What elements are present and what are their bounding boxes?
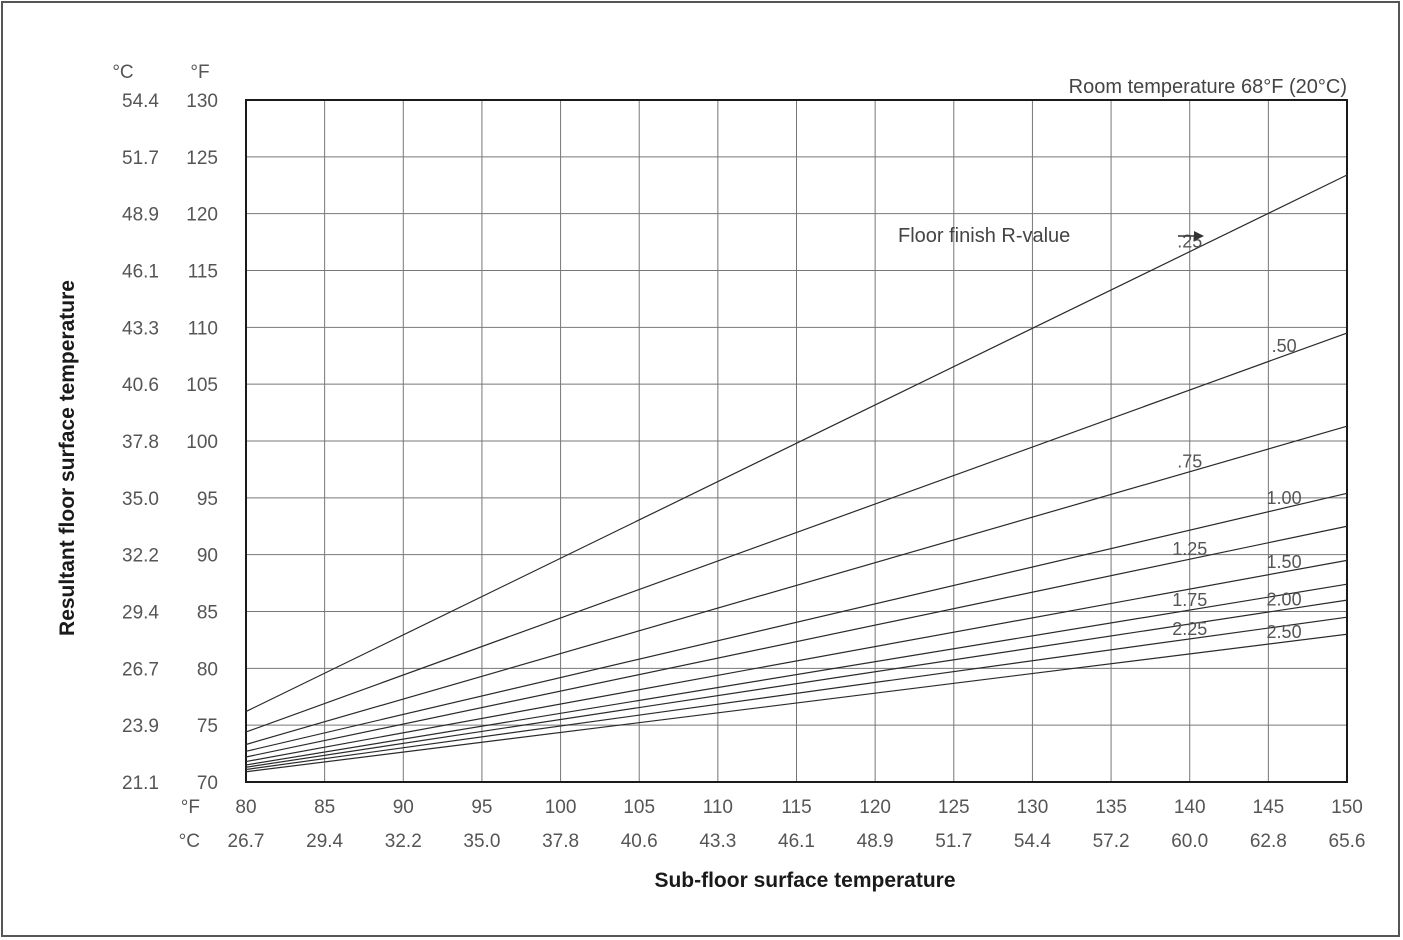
y-tick-label-celsius: 51.7 bbox=[122, 148, 159, 169]
legend-arrow bbox=[1178, 231, 1204, 241]
x-tick-label-fahrenheit: 140 bbox=[1174, 797, 1206, 818]
x-tick-label-fahrenheit: 90 bbox=[393, 797, 414, 818]
x-tick-label-fahrenheit: 110 bbox=[703, 797, 733, 818]
x-tick-label-fahrenheit: 85 bbox=[314, 797, 335, 818]
series-label: .75 bbox=[1177, 452, 1202, 472]
room-temperature-note: Room temperature 68°F (20°C) bbox=[1069, 76, 1347, 98]
x-unit-fahrenheit: °F bbox=[181, 797, 200, 818]
series-line bbox=[245, 616, 1348, 771]
x-tick-label-fahrenheit: 120 bbox=[859, 797, 891, 818]
x-tick-label-celsius: 62.8 bbox=[1250, 831, 1287, 852]
series-label: 2.50 bbox=[1267, 622, 1302, 642]
y-tick-label-fahrenheit: 120 bbox=[186, 205, 218, 226]
legend-title: Floor finish R-value bbox=[898, 225, 1070, 247]
x-tick-label-fahrenheit: 130 bbox=[1017, 797, 1049, 818]
series-label: 2.25 bbox=[1172, 619, 1207, 639]
y-tick-label-celsius: 37.8 bbox=[122, 432, 159, 453]
series-lines bbox=[245, 174, 1348, 773]
y-tick-label-celsius: 46.1 bbox=[122, 262, 159, 283]
x-tick-label-fahrenheit: 125 bbox=[938, 797, 970, 818]
x-tick-label-celsius: 65.6 bbox=[1329, 831, 1366, 852]
x-axis-title: Sub-floor surface temperature bbox=[654, 869, 955, 892]
y-axis-title: Resultant floor surface temperature bbox=[56, 280, 79, 636]
series-label: 2.00 bbox=[1267, 590, 1302, 610]
series-label: 1.25 bbox=[1172, 539, 1207, 559]
series-line bbox=[245, 559, 1348, 763]
x-tick-label-fahrenheit: 95 bbox=[471, 797, 492, 818]
y-tick-label-celsius: 32.2 bbox=[122, 546, 159, 567]
x-tick-label-celsius: 26.7 bbox=[228, 831, 265, 852]
series-label: .50 bbox=[1272, 336, 1297, 356]
plot-area bbox=[245, 99, 1348, 783]
y-tick-label-fahrenheit: 115 bbox=[188, 262, 218, 283]
x-tick-label-celsius: 29.4 bbox=[306, 831, 343, 852]
y-tick-label-fahrenheit: 125 bbox=[186, 148, 218, 169]
x-tick-label-fahrenheit: 115 bbox=[781, 797, 811, 818]
y-tick-label-fahrenheit: 110 bbox=[188, 318, 218, 339]
x-tick-label-fahrenheit: 135 bbox=[1095, 797, 1127, 818]
x-ticks-fahrenheit: 80 85 90 95 100 105 110 115 120 125 130 135 140 145 15… bbox=[235, 797, 1362, 818]
y-tick-label-fahrenheit: 105 bbox=[186, 375, 218, 396]
y-tick-label-fahrenheit: 90 bbox=[197, 546, 218, 567]
x-tick-label-fahrenheit: 105 bbox=[623, 797, 655, 818]
series-label: 1.00 bbox=[1267, 488, 1302, 508]
y-tick-label-fahrenheit: 80 bbox=[197, 659, 218, 680]
series-line bbox=[245, 633, 1348, 773]
y-tick-label-celsius: 54.4 bbox=[122, 91, 159, 112]
y-ticks-fahrenheit: 70 75 80 85 90 95 100 105 110 115 120 125 130 bbox=[186, 91, 218, 794]
y-tick-label-celsius: 35.0 bbox=[122, 489, 159, 510]
y-tick-label-celsius: 48.9 bbox=[122, 205, 159, 226]
y-ticks-celsius: 21.1 23.9 26.7 29.4 32.2 35.0 37.8 40.6 43.3 46.1… bbox=[122, 91, 159, 794]
x-tick-label-fahrenheit: 100 bbox=[545, 797, 577, 818]
x-tick-label-celsius: 46.1 bbox=[778, 831, 815, 852]
series-line bbox=[245, 425, 1348, 746]
y-tick-label-celsius: 40.6 bbox=[122, 375, 159, 396]
y-tick-label-fahrenheit: 130 bbox=[186, 91, 218, 112]
x-tick-label-celsius: 32.2 bbox=[385, 831, 422, 852]
x-tick-label-celsius: 43.3 bbox=[699, 831, 736, 852]
y-unit-celsius: °C bbox=[112, 62, 133, 83]
x-tick-label-fahrenheit: 80 bbox=[235, 797, 256, 818]
x-tick-label-celsius: 60.0 bbox=[1171, 831, 1208, 852]
x-tick-label-celsius: 37.8 bbox=[542, 831, 579, 852]
y-tick-label-celsius: 29.4 bbox=[122, 603, 159, 624]
y-tick-label-celsius: 23.9 bbox=[122, 716, 159, 737]
series-line bbox=[245, 525, 1348, 758]
x-tick-label-celsius: 35.0 bbox=[463, 831, 500, 852]
x-tick-label-celsius: 48.9 bbox=[857, 831, 894, 852]
y-tick-label-celsius: 43.3 bbox=[122, 318, 159, 339]
series-line bbox=[245, 332, 1348, 733]
series-label: 1.75 bbox=[1172, 590, 1207, 610]
y-tick-label-fahrenheit: 75 bbox=[197, 716, 218, 737]
series-line bbox=[245, 492, 1348, 752]
x-ticks-celsius: 26.7 29.4 32.2 35.0 37.8 40.6 43.3 46.1 48.9 51.7… bbox=[228, 831, 1366, 852]
y-tick-label-fahrenheit: 85 bbox=[197, 603, 218, 624]
series-label: 1.50 bbox=[1267, 552, 1302, 572]
x-tick-label-celsius: 57.2 bbox=[1093, 831, 1130, 852]
series-line bbox=[245, 599, 1348, 768]
grid bbox=[245, 99, 1348, 783]
series-line bbox=[245, 174, 1348, 713]
y-tick-label-fahrenheit: 95 bbox=[197, 489, 218, 510]
x-tick-label-celsius: 54.4 bbox=[1014, 831, 1051, 852]
x-tick-label-fahrenheit: 145 bbox=[1253, 797, 1285, 818]
series-line bbox=[245, 583, 1348, 766]
x-tick-label-fahrenheit: 150 bbox=[1331, 797, 1363, 818]
y-tick-label-fahrenheit: 100 bbox=[186, 432, 218, 453]
x-tick-label-celsius: 51.7 bbox=[935, 831, 972, 852]
y-unit-fahrenheit: °F bbox=[190, 62, 209, 83]
y-tick-label-fahrenheit: 70 bbox=[197, 773, 218, 794]
x-unit-celsius: °C bbox=[179, 831, 200, 852]
y-tick-label-celsius: 21.1 bbox=[122, 773, 159, 794]
y-tick-label-celsius: 26.7 bbox=[122, 659, 159, 680]
x-tick-label-celsius: 40.6 bbox=[621, 831, 658, 852]
